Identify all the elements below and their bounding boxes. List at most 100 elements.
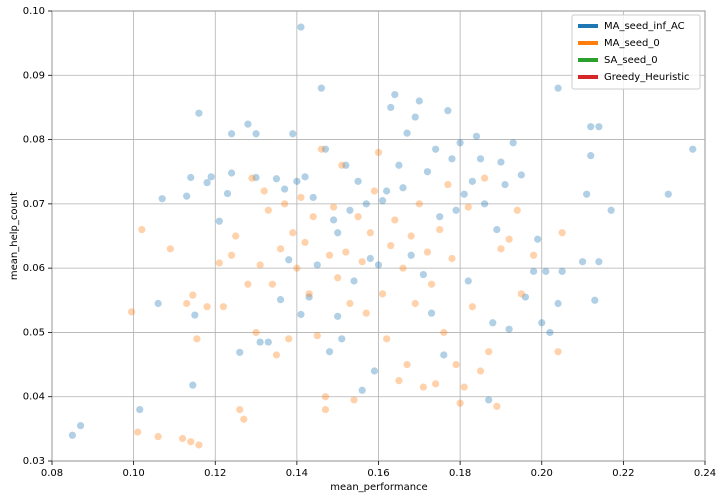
point [350,396,358,404]
point [432,380,440,388]
point [362,309,370,317]
point [517,290,525,298]
y-tick-label: 0.06 [23,263,45,274]
point [154,432,162,441]
point [289,229,297,237]
y-tick-label: 0.04 [23,392,45,403]
point [558,267,566,275]
point [444,180,452,189]
point [321,393,330,401]
point [452,206,460,214]
point [195,441,203,449]
point [215,217,223,225]
point [342,248,350,256]
point [448,254,456,263]
point [76,422,85,430]
point [378,290,387,298]
legend-label: MA_seed_0 [604,38,660,49]
point [448,155,456,163]
point [334,229,342,237]
point [301,238,309,247]
x-tick-label: 0.20 [531,468,553,479]
point [317,145,325,153]
point [223,189,232,198]
point [399,264,407,272]
point [370,187,379,195]
x-tick-label: 0.12 [204,468,226,479]
point [591,296,599,304]
point [240,415,248,423]
point [578,258,587,266]
point [334,312,342,320]
point [183,299,191,308]
point [399,184,407,192]
point [276,245,285,253]
point [554,299,562,308]
point [468,303,476,311]
point [297,23,305,31]
point [281,185,289,193]
point [193,335,201,343]
point [203,303,211,311]
point [264,338,272,346]
point [309,193,317,202]
point [415,200,423,208]
point [481,200,489,208]
point [595,123,603,131]
point [227,130,236,138]
point [542,267,550,275]
point [546,328,554,337]
point [187,173,195,182]
point [281,200,289,208]
point [403,129,411,137]
point [203,179,211,187]
point [554,348,562,356]
point [358,258,366,266]
point [460,190,468,198]
point [289,130,297,138]
point [244,280,252,288]
point [456,139,464,147]
point [334,274,342,282]
point [321,405,330,414]
point [517,171,525,179]
x-axis-label: mean_performance [330,482,427,493]
point [366,254,374,263]
point [158,195,166,203]
point [297,193,305,202]
point [529,251,538,259]
point [481,174,489,182]
point [252,173,260,182]
point [227,251,236,259]
point [423,168,432,176]
point [338,161,346,169]
point [664,190,672,198]
x-tick-label: 0.18 [449,468,471,479]
point [538,319,546,327]
point [138,225,146,234]
point [476,367,485,375]
point [689,145,697,153]
point [68,431,77,439]
point [378,197,387,205]
point [607,206,615,214]
point [179,434,187,443]
point [305,290,313,298]
x-tick-label: 0.22 [612,468,634,479]
point [248,174,256,182]
point [191,311,199,319]
point [374,261,383,269]
point [464,277,472,285]
point [489,319,497,327]
point [313,261,321,269]
point [583,190,591,198]
point [476,155,485,163]
point [411,113,419,121]
point [321,145,330,153]
point [501,180,509,189]
x-tick-label: 0.24 [694,468,716,479]
point [407,251,415,259]
point [485,396,493,404]
point [403,360,411,369]
point [460,383,468,391]
